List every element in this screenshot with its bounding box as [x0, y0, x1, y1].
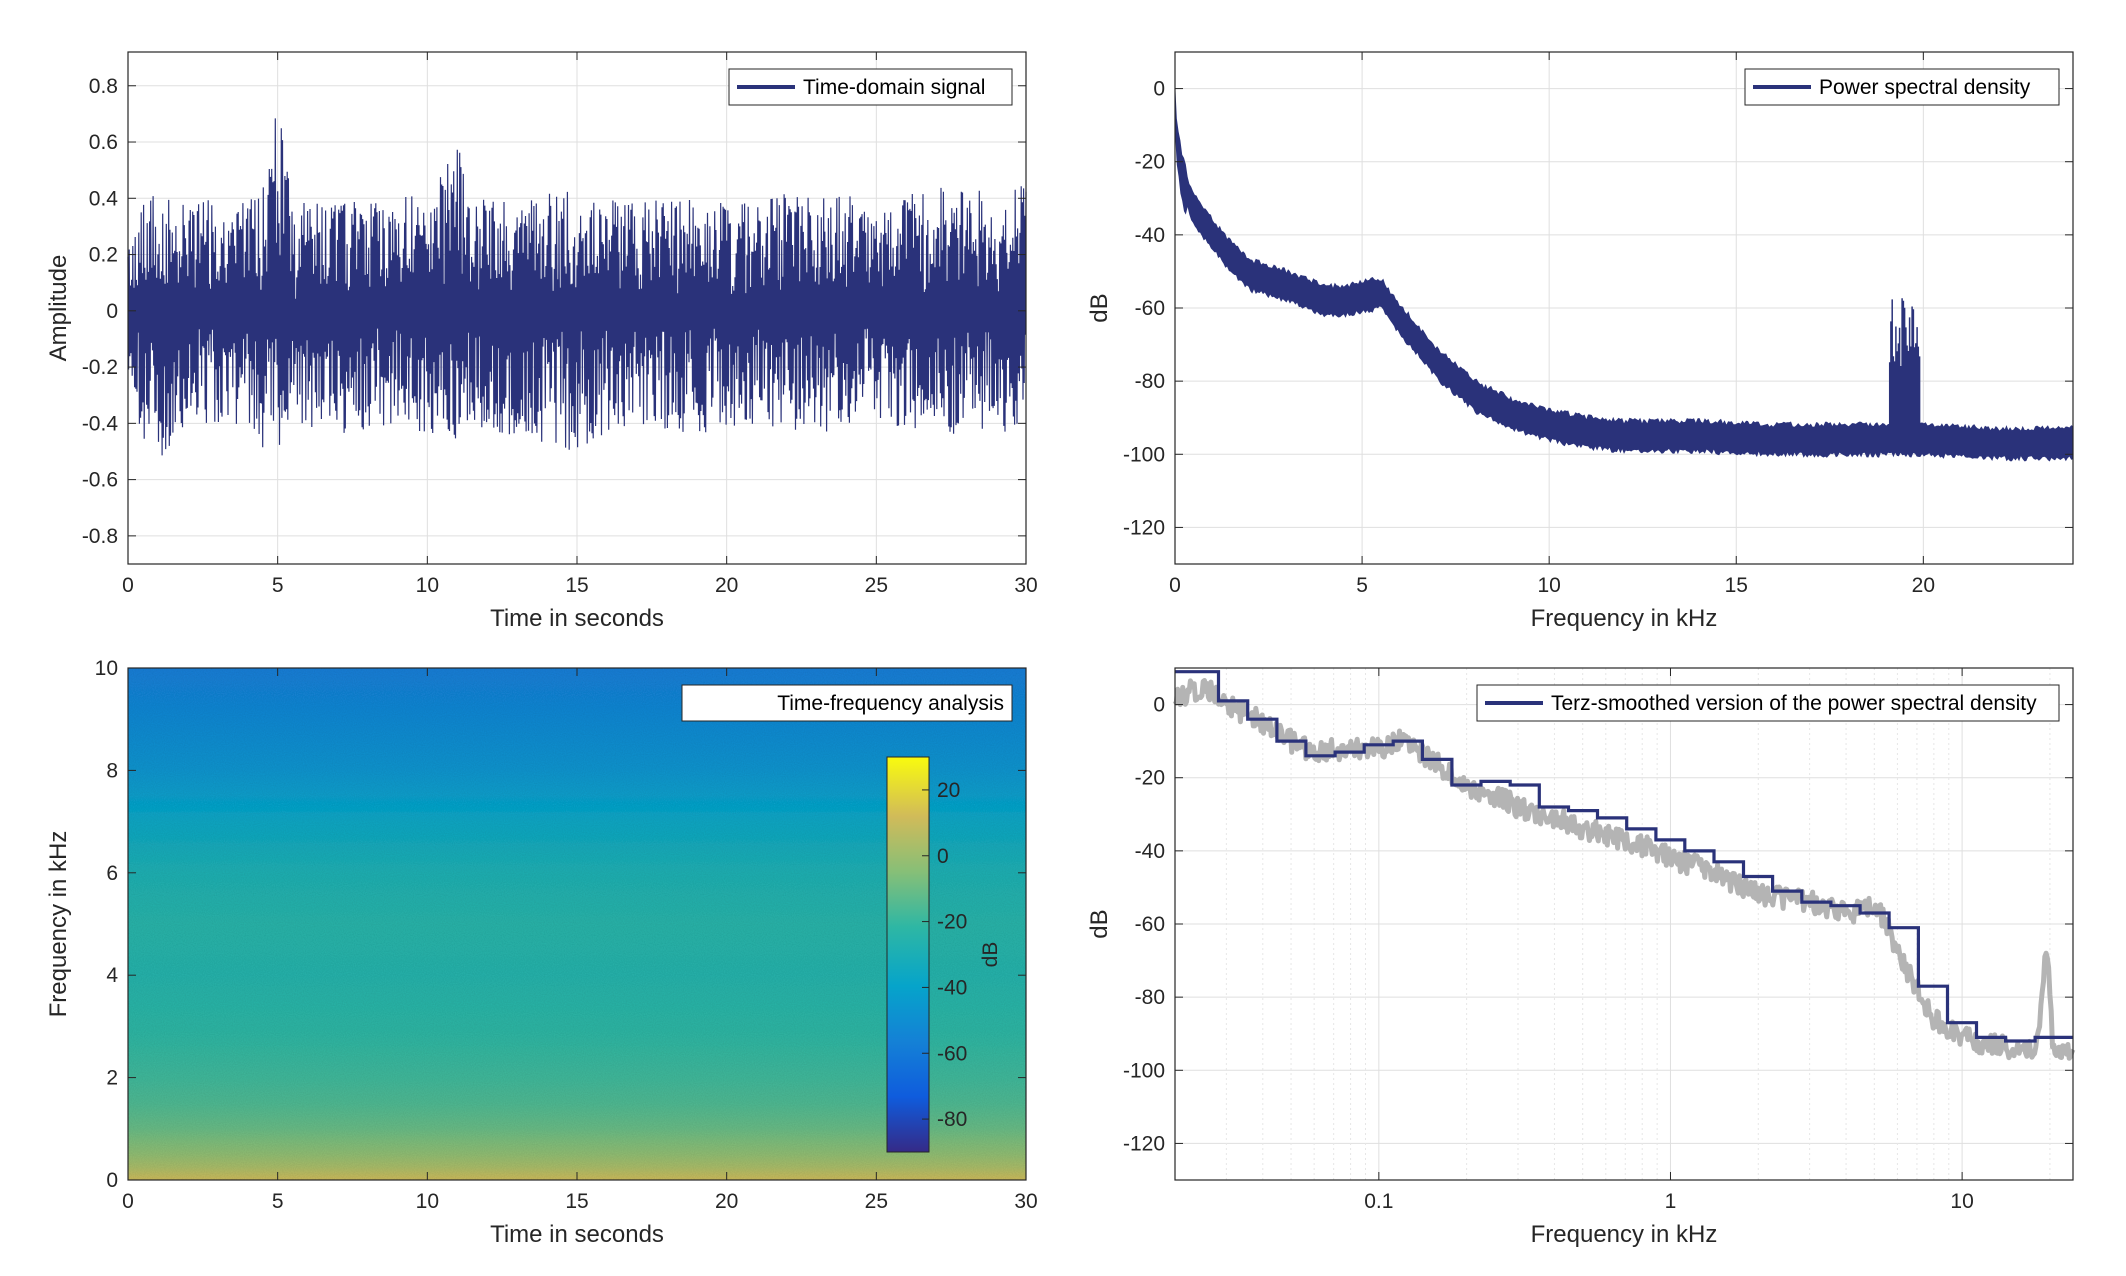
y-tick-label: -60: [1135, 297, 1165, 320]
p4-legend: Terz-smoothed version of the power spect…: [1476, 684, 2060, 722]
x-tick-label: 20: [715, 1190, 738, 1213]
y-tick-label: 0: [106, 1169, 118, 1192]
colorbar-tick-label: -40: [937, 976, 967, 999]
y-tick-label: -40: [1135, 840, 1165, 863]
x-tick-label: 10: [1950, 1190, 1973, 1213]
y-tick-label: -80: [1135, 370, 1165, 393]
p4-legend-box: [1476, 684, 2060, 722]
y-tick-label: 4: [106, 964, 118, 987]
x-tick-label: 30: [1014, 1190, 1037, 1213]
p4-ylabel: dB: [1086, 909, 1113, 938]
x-tick-label: 30: [1014, 574, 1037, 597]
time-domain-signal-line: [127, 118, 1027, 456]
x-tick-label: 1: [1665, 1190, 1677, 1213]
p3-legend-box: [681, 684, 1013, 722]
spectrogram-image: [128, 668, 1026, 1180]
panel-psd-linear: 0 5 10 15 20 -120 -100 -80 -60 -40 -20 0 Frequency …: [1086, 51, 2074, 632]
x-tick-label: 20: [1912, 574, 1935, 597]
raw-psd-line: [1172, 678, 2076, 1061]
y-tick-label: 0.2: [89, 244, 118, 267]
y-tick-label: 0: [1153, 694, 1165, 717]
y-tick-label: -20: [1135, 767, 1165, 790]
colorbar-tick-label: -20: [937, 911, 967, 934]
y-tick-label: -60: [1135, 913, 1165, 936]
colorbar: 20 0 -20 -40 -60 -80 dB: [886, 756, 1002, 1153]
x-tick-label: 0: [122, 1190, 134, 1213]
p3-legend: Time-frequency analysis: [681, 684, 1013, 722]
x-tick-label: 20: [715, 574, 738, 597]
y-tick-label: 2: [106, 1067, 118, 1090]
x-tick-label: 15: [565, 1190, 588, 1213]
x-tick-label: 10: [1537, 574, 1560, 597]
x-tick-label: 5: [1356, 574, 1368, 597]
p4-legend-label: Terz-smoothed version of the power spect…: [1551, 692, 2037, 715]
y-tick-label: 0.6: [89, 131, 118, 154]
x-tick-label: 10: [416, 1190, 439, 1213]
p2-xlabel: Frequency in kHz: [1531, 605, 1718, 632]
colorbar-tick-label: 0: [937, 845, 949, 868]
p1-legend: Time-domain signal: [728, 68, 1013, 106]
terz-psd-line: [1175, 670, 2073, 1043]
x-tick-label: 10: [416, 574, 439, 597]
p3-ylabel: Frequency in kHz: [45, 831, 72, 1018]
p2-legend: Power spectral density: [1744, 68, 2060, 106]
y-tick-label: -40: [1135, 224, 1165, 247]
y-tick-label: 0.8: [89, 75, 118, 98]
x-tick-label: 15: [1725, 574, 1748, 597]
y-tick-label: -100: [1123, 443, 1165, 466]
y-tick-label: -0.6: [82, 469, 118, 492]
y-tick-label: 10: [95, 657, 118, 680]
psd-spike-line: [1888, 298, 1921, 440]
colorbar-tick-label: 20: [937, 779, 960, 802]
p4-xlabel: Frequency in kHz: [1531, 1221, 1718, 1248]
y-tick-label: -0.2: [82, 356, 118, 379]
y-tick-label: -0.4: [82, 412, 119, 435]
p1-xlabel: Time in seconds: [490, 605, 664, 632]
colorbar-ramp: [886, 756, 930, 1153]
colorbar-tick-label: -60: [937, 1042, 967, 1065]
p2-ticks: 0 5 10 15 20 -120 -100 -80 -60 -40 -20 0: [1123, 52, 2073, 597]
p4-ticks: 0.1 1 10 -120 -100 -80 -60 -40 -20 0: [1123, 668, 2073, 1213]
y-tick-label: -0.8: [82, 525, 118, 548]
p1-ticks: 0 5 10 15 20 25 30 -0.8 -0.6 -0.4 -0.2 0 0.2 0.4 0.6 0.…: [82, 52, 1038, 597]
y-tick-label: -100: [1123, 1059, 1165, 1082]
x-tick-label: 0: [122, 574, 134, 597]
y-tick-label: 8: [106, 759, 118, 782]
x-tick-label: 5: [272, 574, 284, 597]
panel-spectrogram: 0 5 10 15 20 25 30 0 2 4 6 8 10 Time in seconds Freq…: [45, 657, 1038, 1248]
p2-legend-label: Power spectral density: [1819, 76, 2031, 99]
y-tick-label: -80: [1135, 986, 1165, 1009]
psd-band-fill: [1175, 80, 2073, 462]
y-tick-label: -20: [1135, 151, 1165, 174]
colorbar-ticks: 20 0 -20 -40 -60 -80: [922, 779, 967, 1131]
p3-legend-label: Time-frequency analysis: [777, 692, 1004, 715]
p3-xlabel: Time in seconds: [490, 1221, 664, 1248]
x-tick-label: 0: [1169, 574, 1181, 597]
x-tick-label: 0.1: [1364, 1190, 1393, 1213]
p1-ylabel: Amplitude: [45, 255, 72, 362]
y-tick-label: 6: [106, 862, 118, 885]
p2-ylabel: dB: [1086, 293, 1113, 322]
x-tick-label: 5: [272, 1190, 284, 1213]
y-tick-label: 0: [106, 300, 118, 323]
y-tick-label: 0.4: [89, 187, 119, 210]
y-tick-label: -120: [1123, 1132, 1165, 1155]
colorbar-tick-label: -80: [937, 1108, 967, 1131]
y-tick-label: -120: [1123, 516, 1165, 539]
p3-ticks: 0 5 10 15 20 25 30 0 2 4 6 8 10: [95, 657, 1038, 1213]
panel-psd-log: 0.1 1 10 -120 -100 -80 -60 -40 -20 0 Frequency in…: [1086, 667, 2076, 1248]
colorbar-label: dB: [979, 942, 1002, 968]
x-tick-label: 15: [565, 574, 588, 597]
p1-legend-label: Time-domain signal: [803, 76, 985, 99]
x-tick-label: 25: [865, 574, 888, 597]
y-tick-label: 0: [1153, 78, 1165, 101]
x-tick-label: 25: [865, 1190, 888, 1213]
panel-time-domain: 0 5 10 15 20 25 30 -0.8 -0.6 -0.4 -0.2 0 0.2 0.4 0.6 0.…: [45, 51, 1038, 632]
